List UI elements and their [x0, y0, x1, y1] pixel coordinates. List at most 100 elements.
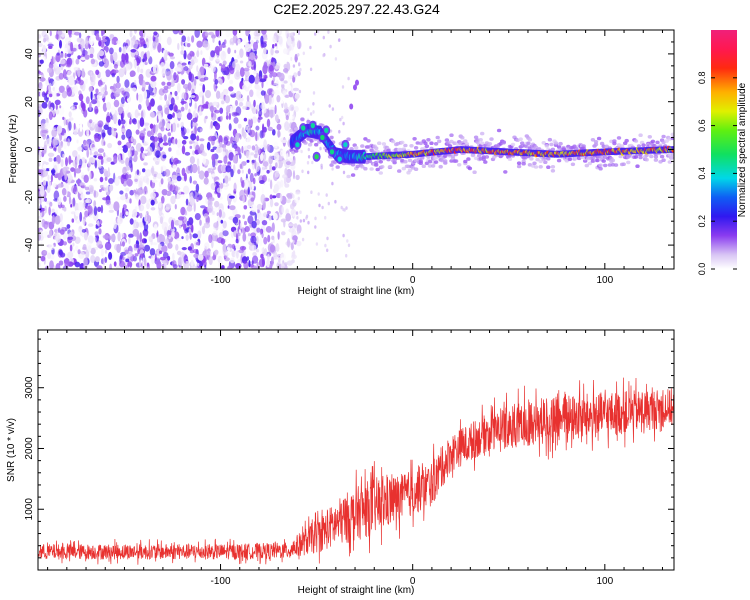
- heatmap-cell: [51, 169, 56, 174]
- heatmap-cell: [57, 196, 62, 206]
- heatmap-cell: [188, 71, 192, 81]
- heatmap-cell: [139, 130, 146, 137]
- heatmap-cell: [403, 143, 408, 148]
- heatmap-cell: [202, 152, 207, 157]
- heatmap-cell: [78, 93, 84, 102]
- heatmap-cell: [274, 50, 280, 54]
- heatmap-cell: [268, 95, 272, 105]
- heatmap-cell: [91, 99, 97, 105]
- heatmap-cell: [252, 255, 259, 264]
- heatmap-cell: [185, 86, 188, 93]
- heatmap-cell: [88, 36, 95, 46]
- heatmap-cell: [98, 228, 102, 235]
- heatmap-cell: [207, 167, 212, 174]
- heatmap-cell: [610, 158, 616, 163]
- heatmap-cell: [211, 154, 216, 162]
- heatmap-cell: [180, 39, 183, 47]
- heatmap-cell: [68, 155, 72, 165]
- heatmap-cell: [449, 133, 454, 137]
- heatmap-cell: [290, 56, 293, 62]
- heatmap-cell: [219, 63, 222, 67]
- x-tick-label: 100: [596, 576, 613, 587]
- heatmap-cell: [49, 201, 53, 207]
- heatmap-cell: [157, 113, 163, 122]
- heatmap-cell: [150, 79, 157, 89]
- heatmap-cell: [260, 103, 266, 110]
- heatmap-cell: [140, 146, 144, 153]
- heatmap-cell: [228, 86, 234, 92]
- heatmap-cell: [237, 232, 241, 237]
- heatmap-cell: [126, 171, 129, 181]
- heatmap-cell: [242, 214, 245, 219]
- heatmap-cell: [158, 202, 162, 209]
- heatmap-cell: [144, 244, 151, 252]
- heatmap-cell: [107, 167, 110, 177]
- heatmap-cell: [38, 34, 42, 39]
- heatmap-cell: [150, 75, 157, 82]
- heatmap-cell: [521, 161, 526, 166]
- heatmap-cell: [427, 159, 433, 164]
- heatmap-cell: [175, 244, 179, 251]
- heatmap-cell: [113, 201, 120, 212]
- heatmap-cell: [67, 177, 71, 185]
- heatmap-cell: [374, 146, 379, 150]
- heatmap-cell: [520, 141, 525, 145]
- heatmap-cell: [94, 256, 100, 263]
- heatmap-cell: [269, 163, 272, 173]
- heatmap-cell: [80, 100, 84, 109]
- heatmap-cell: [256, 261, 259, 268]
- heatmap-cell: [276, 243, 280, 252]
- heatmap-cell: [172, 112, 175, 118]
- heatmap-cell: [423, 141, 428, 145]
- heatmap-cell: [212, 255, 217, 261]
- heatmap-cell: [197, 165, 200, 175]
- heatmap-cell: [306, 119, 311, 124]
- heatmap-cell: [347, 76, 350, 81]
- heatmap-cell: [210, 121, 213, 129]
- heatmap-cell: [202, 103, 209, 109]
- heatmap-cell: [196, 196, 199, 202]
- heatmap-cell: [227, 47, 231, 55]
- heatmap-cell: [400, 140, 405, 145]
- heatmap-cell: [282, 174, 288, 179]
- heatmap-cell: [254, 76, 259, 85]
- heatmap-cell: [81, 49, 88, 56]
- heatmap-cell: [100, 157, 104, 165]
- heatmap-cell: [48, 157, 53, 162]
- heatmap-cell: [255, 249, 260, 253]
- heatmap-cell: [229, 205, 236, 211]
- heatmap-cell: [181, 62, 187, 66]
- heatmap-cell: [218, 135, 223, 145]
- heatmap-cell: [58, 260, 64, 266]
- heatmap-cell: [230, 44, 234, 50]
- heatmap-cell: [77, 67, 81, 78]
- heatmap-cell: [52, 90, 57, 100]
- heatmap-cell: [437, 139, 442, 144]
- heatmap-cell: [157, 105, 163, 112]
- heatmap-cell: [421, 164, 426, 168]
- heatmap-cell: [96, 265, 103, 269]
- heatmap-cell: [230, 168, 234, 178]
- spectrogram-panel: -100 0 100 -40 -20 0 20 40 Height of straight l…: [8, 29, 675, 297]
- heatmap-cell: [274, 104, 277, 115]
- heatmap-cell: [169, 61, 175, 70]
- heatmap-cell: [177, 256, 183, 266]
- heatmap-cell: [253, 36, 260, 40]
- heatmap-cell: [41, 197, 44, 202]
- heatmap-cell: [125, 129, 132, 139]
- heatmap-cell: [47, 252, 51, 259]
- heatmap-cell: [239, 245, 247, 251]
- heatmap-cell: [314, 142, 319, 147]
- heatmap-cell: [122, 66, 127, 72]
- heatmap-cell: [103, 152, 106, 158]
- heatmap-cell: [72, 242, 75, 247]
- heatmap-cell: [369, 148, 374, 152]
- snr-plot-area: [38, 330, 674, 570]
- heatmap-cell: [214, 200, 220, 208]
- heatmap-cell: [150, 192, 157, 199]
- heatmap-cell: [183, 66, 189, 72]
- heatmap-cell: [159, 256, 166, 261]
- heatmap-cell: [162, 252, 169, 259]
- figure-title: C2E2.2025.297.22.43.G24: [273, 1, 440, 17]
- heatmap-cell: [214, 71, 217, 80]
